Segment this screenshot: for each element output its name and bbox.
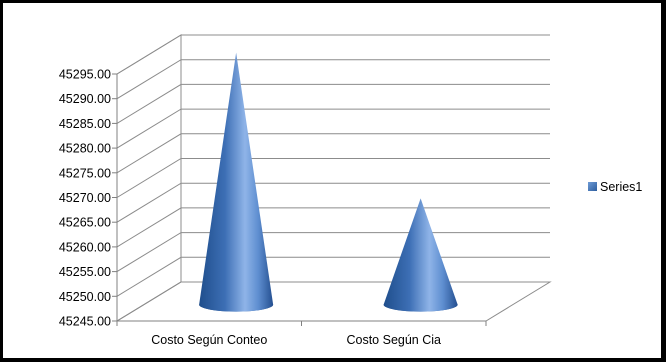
y-tick-label: 45295.00 bbox=[59, 68, 111, 82]
y-tick-label: 45265.00 bbox=[59, 216, 111, 230]
y-tick-label: 45275.00 bbox=[59, 166, 111, 180]
legend-label: Series1 bbox=[600, 180, 642, 194]
x-tick-label: Costo Según Conteo bbox=[151, 333, 267, 347]
gridline bbox=[116, 108, 550, 149]
gridline bbox=[116, 232, 550, 273]
legend: Series1 bbox=[588, 180, 642, 194]
y-tick-label: 45290.00 bbox=[59, 92, 111, 106]
gridline bbox=[116, 34, 550, 75]
gridline bbox=[116, 59, 550, 100]
y-tick-label: 45270.00 bbox=[59, 191, 111, 205]
gridline bbox=[116, 256, 550, 297]
y-tick-label: 45280.00 bbox=[59, 142, 111, 156]
gridline bbox=[116, 158, 550, 198]
cone-body bbox=[199, 52, 274, 312]
y-tick-label: 45250.00 bbox=[59, 290, 111, 304]
cone-1 bbox=[199, 52, 274, 312]
gridline bbox=[116, 133, 550, 174]
gridline bbox=[116, 83, 550, 124]
floor bbox=[115, 281, 552, 322]
y-tick-label: 45255.00 bbox=[59, 265, 111, 279]
y-axis: 45245.00 45250.00 45255.00 45260.00 45265.00… bbox=[59, 68, 118, 329]
gridline bbox=[116, 281, 550, 322]
y-tick-label: 45245.00 bbox=[59, 315, 111, 329]
legend-swatch bbox=[588, 182, 597, 191]
chart-walls bbox=[115, 34, 552, 322]
cones bbox=[199, 52, 458, 312]
y-tick-label: 45260.00 bbox=[59, 240, 111, 254]
gridlines bbox=[116, 34, 550, 322]
y-tick-label: 45285.00 bbox=[59, 117, 111, 131]
x-axis: Costo Según Conteo Costo Según Cia bbox=[116, 320, 487, 347]
gridline bbox=[116, 207, 550, 248]
gridline bbox=[116, 182, 550, 223]
x-tick-label: Costo Según Cia bbox=[346, 333, 441, 347]
cone-body bbox=[383, 198, 458, 312]
cone-2 bbox=[383, 198, 458, 312]
